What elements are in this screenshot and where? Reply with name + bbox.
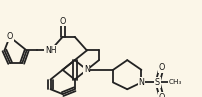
Text: O: O	[6, 32, 13, 41]
Text: O: O	[158, 63, 165, 72]
Text: CH₃: CH₃	[169, 79, 182, 85]
Text: S: S	[155, 78, 160, 87]
Text: O: O	[158, 93, 165, 97]
Text: O: O	[59, 17, 66, 26]
Text: N: N	[84, 65, 90, 74]
Text: NH: NH	[45, 46, 56, 55]
Text: N: N	[138, 78, 144, 87]
